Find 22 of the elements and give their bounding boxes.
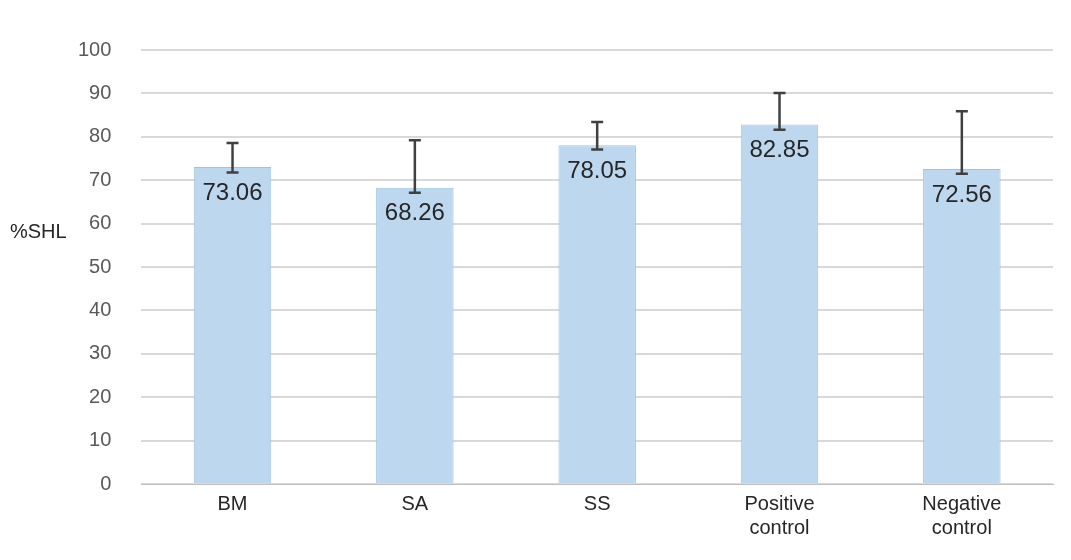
data-label: 72.56 — [931, 179, 992, 207]
y-tick-label: 80 — [89, 124, 112, 147]
y-tick-label: 100 — [77, 37, 112, 60]
x-tick-label: Positive control — [744, 491, 815, 538]
data-label: 73.06 — [202, 177, 263, 205]
x-tick-label: BM — [217, 491, 248, 514]
x-tick-label: SA — [401, 491, 429, 514]
x-tick-label: SS — [583, 491, 611, 514]
y-tick-label: 30 — [89, 341, 112, 364]
y-tick-label: 20 — [89, 384, 112, 407]
y-tick-label: 70 — [89, 167, 112, 190]
y-tick-label: 90 — [89, 80, 112, 103]
data-label: 78.05 — [567, 155, 628, 183]
y-tick-label: 40 — [89, 297, 112, 320]
x-tick-label: Negative control — [922, 491, 1002, 538]
y-tick-label: 10 — [89, 428, 112, 451]
y-tick-label: 60 — [89, 211, 112, 234]
y-axis-title: %SHL — [10, 219, 67, 242]
y-tick-label: 0 — [100, 471, 112, 494]
data-label: 68.26 — [384, 198, 445, 226]
y-tick-label: 50 — [89, 254, 112, 277]
data-label: 82.85 — [749, 135, 810, 163]
